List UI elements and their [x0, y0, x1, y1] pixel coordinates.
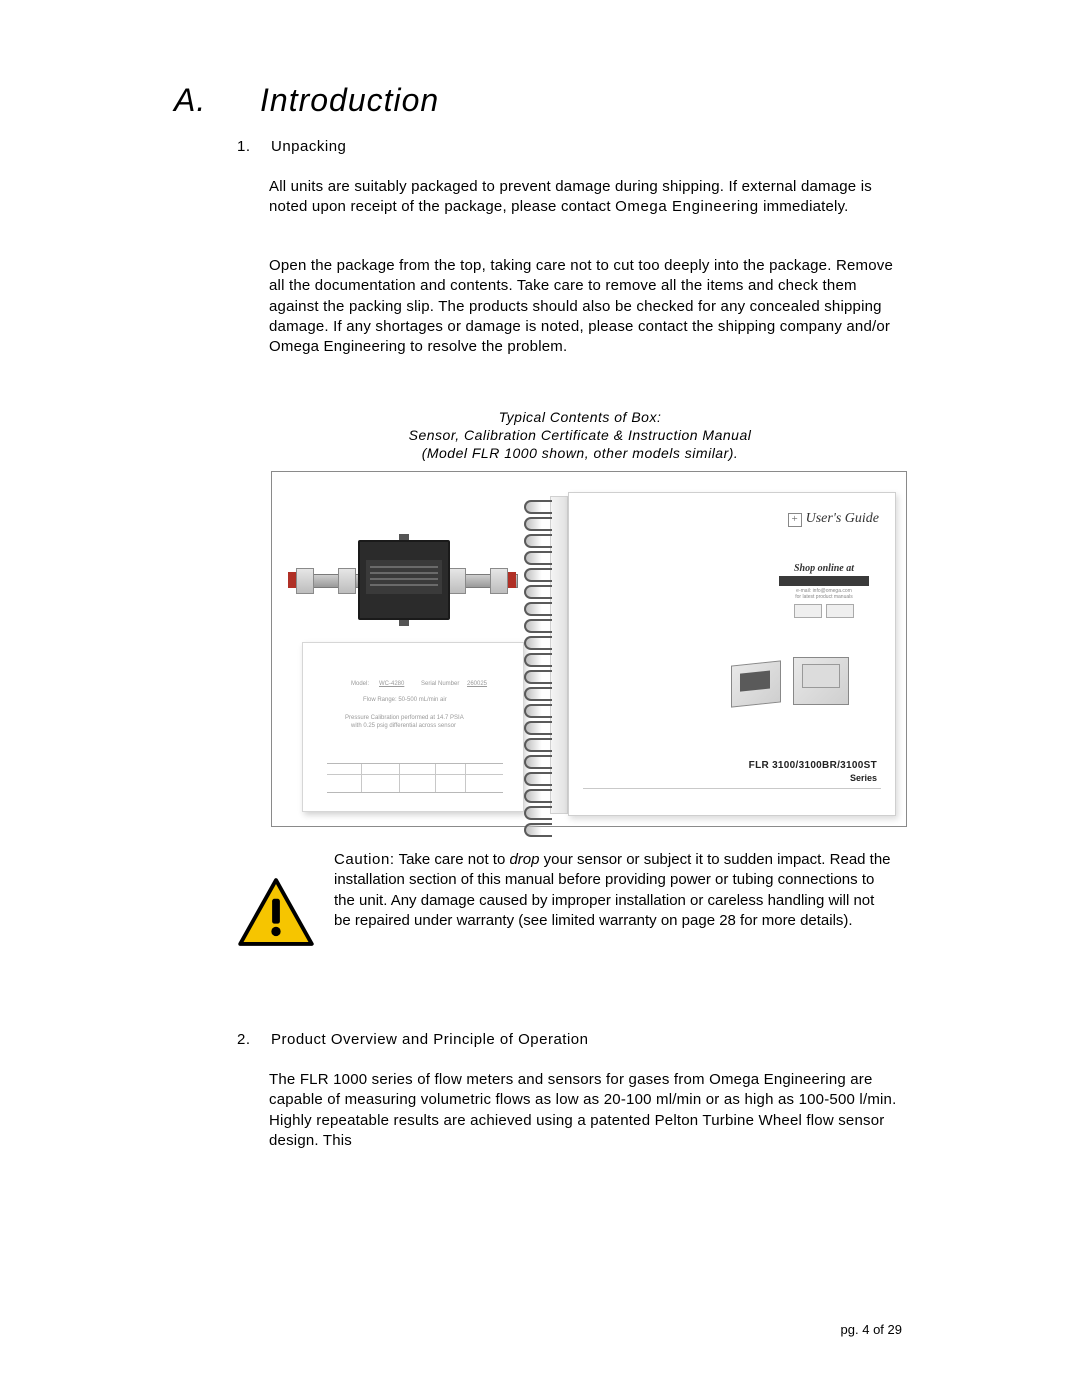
manual-right-page: +User's Guide Shop online at e-mail: inf… — [568, 492, 896, 816]
manual-series-sub: Series — [850, 773, 877, 783]
manual-rule — [583, 788, 881, 789]
manual-series: FLR 3100/3100BR/3100ST — [749, 760, 877, 771]
text: Take care not to — [395, 851, 510, 868]
caption-line: Sensor, Calibration Certificate & Instru… — [409, 427, 752, 443]
product-image — [793, 657, 849, 705]
section-title: Introduction — [260, 82, 439, 118]
company-name: Omega Engineering — [615, 198, 759, 215]
cert-serial-label: Serial Number — [421, 681, 459, 687]
caution-paragraph: Caution: Take care not to drop your sens… — [334, 850, 894, 931]
product-image — [731, 660, 781, 707]
sensor-body — [358, 540, 450, 620]
sensor-label-plate — [366, 560, 442, 594]
cert-table — [327, 763, 503, 793]
subsection-number: 2. — [237, 1031, 271, 1048]
subsection-2-heading: 2.Product Overview and Principle of Oper… — [237, 1031, 588, 1048]
cert-range: Flow Range: 50-500 mL/min air — [363, 697, 447, 703]
manual-shop-block: Shop online at e-mail: info@omega.comfor… — [769, 563, 879, 618]
sensor-fitting — [448, 568, 466, 594]
document-page: A.Introduction 1.Unpacking All units are… — [0, 0, 1080, 1397]
paragraph-unpacking-2: Open the package from the top, taking ca… — [269, 256, 909, 357]
page-footer: pg. 4 of 29 — [841, 1322, 902, 1337]
warning-icon — [237, 877, 315, 947]
sensor-cap — [508, 572, 516, 588]
caution-drop: drop — [509, 851, 539, 868]
omega-logo-bar — [779, 576, 869, 586]
paragraph-overview: The FLR 1000 series of flow meters and s… — [269, 1070, 909, 1151]
cert-model: WC-4280 — [379, 681, 404, 687]
contents-figure: Model: WC-4280 Serial Number 260025 Flow… — [271, 471, 907, 827]
spiral-binding — [524, 500, 554, 810]
caption-line: Typical Contents of Box: — [499, 409, 662, 425]
calibration-certificate: Model: WC-4280 Serial Number 260025 Flow… — [302, 642, 524, 812]
section-letter: A. — [174, 82, 260, 119]
cert-serial: 260025 — [467, 681, 487, 687]
caution-lead: Caution: — [334, 851, 395, 868]
shop-text: Shop online at — [769, 563, 879, 574]
sensor-fitting — [490, 568, 508, 594]
sensor-cap — [288, 572, 296, 588]
tiny-text: e-mail: info@omega.comfor latest product… — [769, 588, 879, 600]
cert-line: Pressure Calibration performed at 14.7 P… — [345, 715, 464, 721]
text: immediately. — [759, 198, 849, 215]
paragraph-unpacking-1: All units are suitably packaged to preve… — [269, 177, 899, 218]
section-a-heading: A.Introduction — [174, 82, 439, 119]
badge — [794, 604, 822, 618]
subsection-title: Product Overview and Principle of Operat… — [271, 1031, 588, 1048]
manual-title: +User's Guide — [788, 511, 879, 527]
subsection-number: 1. — [237, 138, 271, 155]
subsection-1-heading: 1.Unpacking — [237, 138, 346, 155]
figure-caption: Typical Contents of Box: Sensor, Calibra… — [270, 408, 890, 463]
sensor-fitting — [296, 568, 314, 594]
cert-badges — [769, 604, 879, 618]
sensor-illustration — [288, 530, 518, 640]
subsection-title: Unpacking — [271, 138, 346, 155]
caption-line: (Model FLR 1000 shown, other models simi… — [422, 445, 739, 461]
cert-model-label: Model: — [351, 681, 369, 687]
badge — [826, 604, 854, 618]
manual-product-images — [731, 651, 861, 721]
sensor-fitting — [338, 568, 356, 594]
cert-line: with 0.25 psig differential across senso… — [351, 723, 456, 729]
